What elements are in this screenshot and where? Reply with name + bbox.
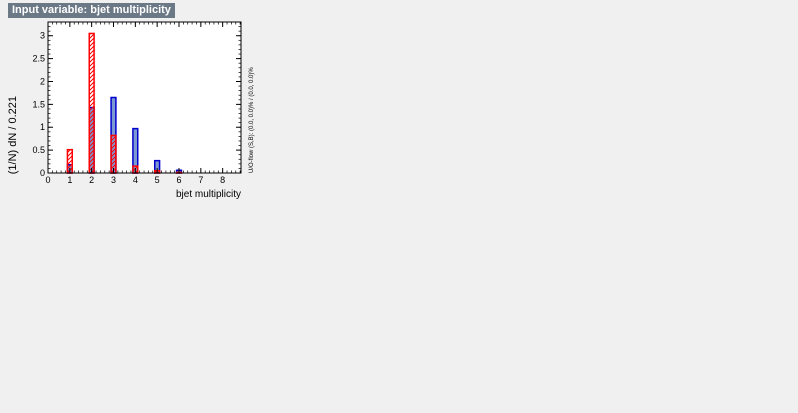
y-tick-labels: 0 0.5 1 1.5 2 2.5 3 xyxy=(32,31,45,178)
y-tick-label: 0.5 xyxy=(32,145,45,155)
plot-frame xyxy=(47,21,242,174)
overflow-label: U/O-flow (S,B): (0.0, 0.0)% / (0.0, 0.0)… xyxy=(249,67,255,173)
x-tick-label: 1 xyxy=(67,175,72,185)
x-tick-label: 6 xyxy=(176,175,181,185)
x-tick-label: 5 xyxy=(155,175,160,185)
plot-title: Input variable: bjet multiplicity xyxy=(8,3,175,18)
background-bar xyxy=(88,32,95,174)
background-bar xyxy=(110,134,117,174)
plot-frame-background xyxy=(48,22,241,173)
y-tick-label: 0 xyxy=(40,168,45,178)
x-tick-label: 0 xyxy=(45,175,50,185)
x-tick-label: 8 xyxy=(220,175,225,185)
x-tick-label: 3 xyxy=(111,175,116,185)
x-axis-title: bjet multiplicity xyxy=(176,189,241,200)
x-tick-labels: 0 1 2 3 4 5 6 7 8 xyxy=(45,175,225,185)
y-tick-label: 2 xyxy=(40,76,45,86)
y-tick-label: 2.5 xyxy=(32,54,45,64)
x-tick-label: 7 xyxy=(198,175,203,185)
y-axis-title: (1/N) dN / 0.221 xyxy=(7,96,19,174)
y-tick-label: 3 xyxy=(40,31,45,41)
y-tick-label: 1.5 xyxy=(32,99,45,109)
y-tick-label: 1 xyxy=(40,122,45,132)
x-tick-label: 2 xyxy=(89,175,94,185)
x-tick-label: 4 xyxy=(133,175,138,185)
